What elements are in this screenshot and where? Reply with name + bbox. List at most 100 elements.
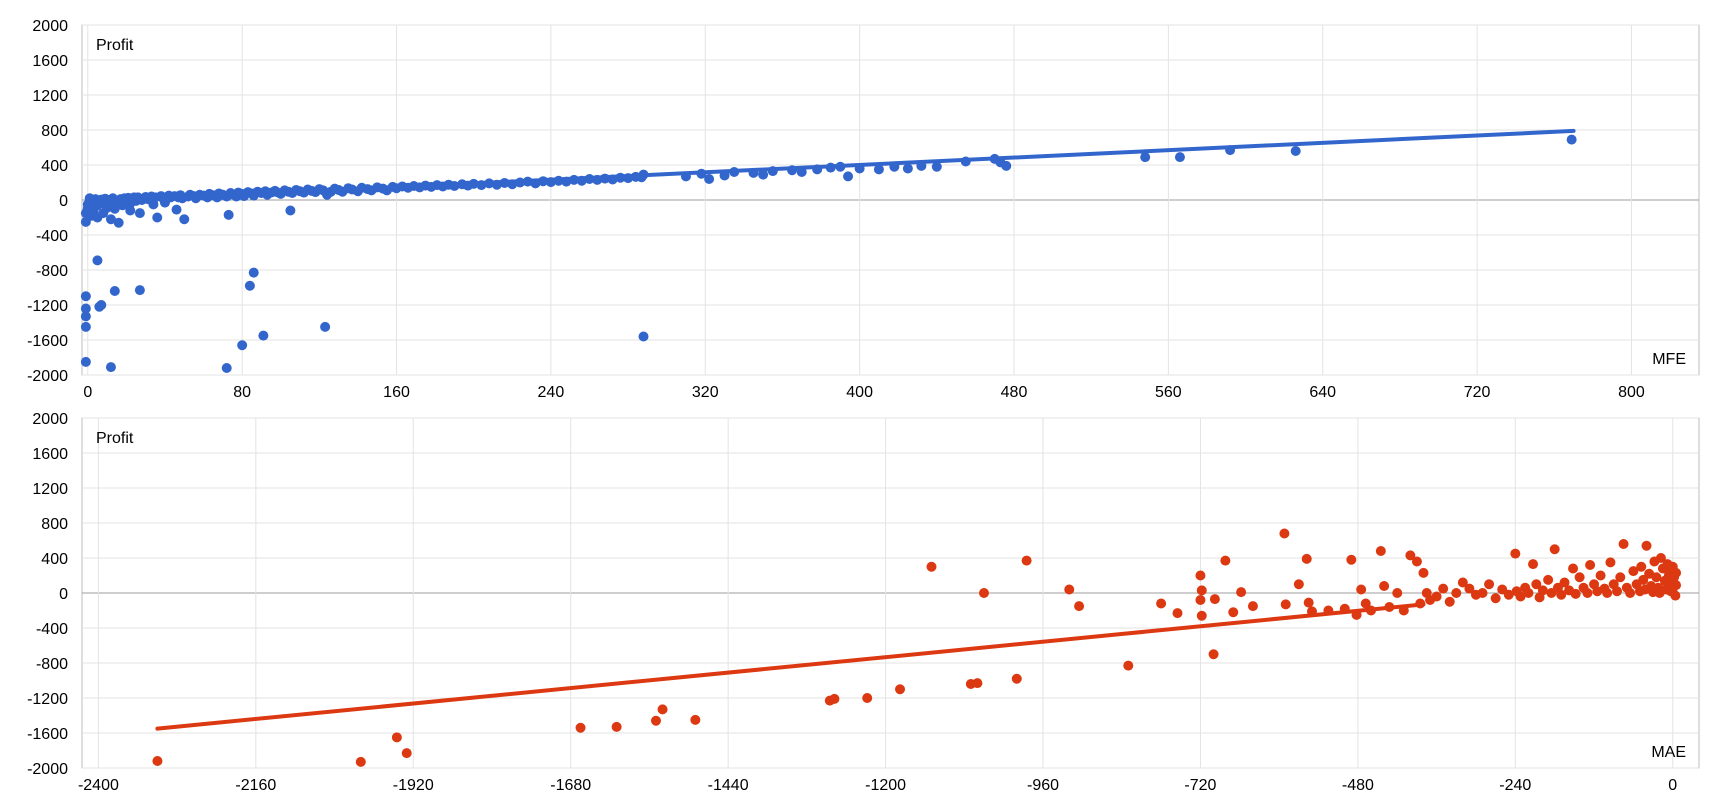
mfe-y-tick-label: 1200: [32, 88, 68, 105]
mae-point: [1392, 588, 1403, 598]
mae-x-tick-label: -240: [1499, 777, 1531, 794]
mae-x-tick-label: -480: [1342, 777, 1374, 794]
mfe-point: [1566, 134, 1577, 145]
mae-point: [401, 748, 412, 759]
mfe-point: [80, 311, 91, 322]
mae-point: [1612, 586, 1623, 597]
mfe-point: [223, 209, 234, 220]
mae-point: [1172, 608, 1183, 619]
mae-point: [1293, 579, 1304, 590]
mfe-y-tick-label: 0: [59, 193, 68, 210]
mfe-y-tick-label: 2000: [32, 18, 68, 35]
mae-y-axis-label: Profit: [96, 430, 134, 447]
mae-point: [978, 588, 989, 598]
mfe-point: [92, 255, 103, 266]
mfe-y-tick-label: 1600: [32, 53, 68, 70]
mfe-point: [1290, 146, 1301, 156]
mae-point: [1021, 555, 1032, 566]
mae-point: [1615, 572, 1626, 583]
mfe-y-tick-label: -1600: [27, 333, 68, 350]
mfe-point: [80, 291, 91, 302]
mfe-y-tick-label: -1200: [27, 298, 68, 315]
mae-x-tick-label: -1680: [550, 777, 591, 794]
mae-tick-labels: -2000 -1600 -1200 -800 -400 0 400 800 1200 1600 20…: [27, 411, 1677, 794]
mae-point: [1670, 590, 1681, 601]
mae-y-tick-label: -800: [36, 656, 68, 673]
mae-point: [1559, 577, 1570, 588]
mae-gridlines: [82, 417, 1699, 769]
mae-point: [1301, 553, 1312, 564]
mae-point: [1618, 539, 1629, 549]
mae-point: [1625, 588, 1636, 598]
mae-point: [1510, 548, 1521, 559]
mae-point: [1605, 557, 1616, 568]
mae-point: [690, 714, 701, 725]
mae-y-tick-label: 1600: [32, 446, 68, 463]
mfe-point: [704, 174, 715, 184]
mfe-point: [80, 321, 91, 332]
mfe-point: [902, 163, 913, 174]
mae-point: [1418, 567, 1429, 578]
mfe-point: [843, 171, 854, 182]
mae-point: [1641, 540, 1652, 551]
mae-point: [1457, 577, 1468, 588]
mfe-point: [758, 169, 769, 180]
mae-x-tick-label: -1200: [865, 777, 906, 794]
mae-y-tick-label: 800: [41, 516, 68, 533]
mae-point: [1671, 567, 1682, 578]
mae-point: [829, 693, 840, 704]
mfe-x-tick-label: 640: [1309, 384, 1336, 401]
mae-y-tick-label: 400: [41, 551, 68, 568]
mfe-point: [152, 212, 163, 223]
mae-point: [391, 732, 402, 743]
mae-point: [1585, 560, 1596, 570]
mae-trendline-path: [155, 602, 1426, 731]
mfe-point: [134, 285, 145, 296]
mfe-point: [931, 161, 942, 172]
mfe-point: [134, 208, 145, 219]
mfe-x-tick-label: 240: [538, 384, 565, 401]
mae-point: [1574, 572, 1585, 583]
mae-point: [1477, 588, 1488, 598]
mae-point: [650, 715, 661, 726]
mfe-x-tick-label: 400: [846, 384, 873, 401]
mae-point: [1484, 579, 1495, 590]
mae-point: [1438, 583, 1449, 594]
mae-point: [1636, 561, 1647, 572]
mfe-x-tick-label: 800: [1618, 384, 1645, 401]
mae-y-tick-label: 2000: [32, 411, 68, 428]
mae-point: [1549, 544, 1560, 555]
mfe-point: [80, 303, 91, 314]
mae-x-tick-label: -2160: [235, 777, 276, 794]
mfe-trendline-path: [85, 128, 1576, 204]
mfe-point: [105, 214, 116, 225]
mfe-point: [873, 164, 884, 175]
mae-point: [1375, 546, 1386, 556]
mae-point: [1528, 559, 1539, 570]
mae-point: [1651, 572, 1662, 583]
mae-point: [1531, 579, 1542, 590]
mae-point: [1464, 583, 1475, 594]
mae-point: [895, 684, 906, 695]
mae-x-tick-label: -960: [1027, 777, 1059, 794]
mfe-point: [109, 203, 120, 214]
mae-point: [1405, 550, 1416, 561]
mae-point: [1228, 607, 1239, 618]
mfe-y-tick-label: -2000: [27, 368, 68, 385]
mfe-y-tick-label: 800: [41, 123, 68, 140]
mae-point: [1523, 588, 1534, 598]
mae-point: [1655, 553, 1666, 563]
mae-point: [1346, 554, 1357, 565]
mae-x-tick-label: -2400: [78, 777, 119, 794]
mfe-x-tick-label: 320: [692, 384, 719, 401]
mae-point: [926, 561, 937, 572]
mae-y-tick-label: -400: [36, 621, 68, 638]
mfe-point: [125, 205, 136, 216]
mae-point: [1444, 596, 1455, 607]
mfe-chart: -2000-1600-1200-800-40004008001200160020…: [27, 18, 1700, 401]
mae-point: [1064, 584, 1075, 595]
mae-point: [1247, 601, 1258, 612]
mae-point: [611, 721, 622, 732]
mfe-trendline: [85, 128, 1576, 204]
